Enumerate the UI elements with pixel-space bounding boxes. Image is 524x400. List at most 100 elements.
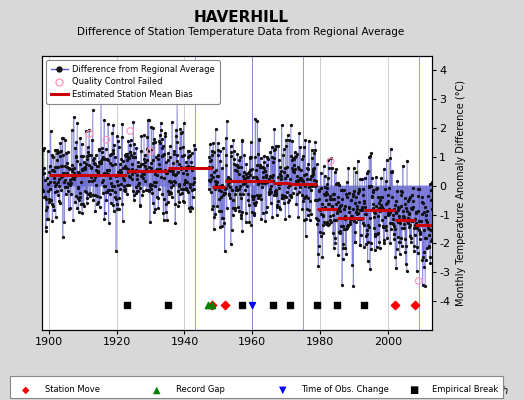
Point <box>376 194 385 200</box>
Point <box>311 197 319 204</box>
Point <box>69 217 77 224</box>
Point <box>205 164 213 170</box>
Point <box>115 195 124 201</box>
Point <box>97 149 106 156</box>
Point <box>387 146 395 152</box>
Point <box>371 230 379 237</box>
Point <box>350 188 358 194</box>
Point <box>248 193 256 200</box>
Point <box>60 219 69 225</box>
Point <box>139 188 148 194</box>
Point <box>68 127 76 134</box>
Point <box>45 169 53 176</box>
Point <box>172 152 181 158</box>
Point <box>150 136 158 142</box>
Point <box>317 185 325 191</box>
Point <box>259 164 268 170</box>
Point <box>263 153 271 160</box>
Point <box>56 140 64 146</box>
Point <box>393 178 401 184</box>
Point <box>53 157 61 164</box>
Point <box>166 188 174 195</box>
Point <box>214 140 222 146</box>
Point <box>386 209 395 216</box>
Point <box>281 165 289 171</box>
Point <box>138 169 147 175</box>
Point <box>356 242 364 248</box>
Point <box>383 156 391 163</box>
Point <box>410 224 419 231</box>
Point <box>55 198 63 204</box>
Point <box>188 204 196 211</box>
Point <box>381 186 389 192</box>
Point <box>136 173 145 180</box>
Point <box>78 210 86 216</box>
Point <box>367 174 376 181</box>
Point <box>57 163 66 170</box>
Legend: Difference from Regional Average, Quality Control Failed, Estimated Station Mean: Difference from Regional Average, Qualit… <box>46 60 220 104</box>
Point <box>387 168 396 174</box>
Point <box>316 206 324 212</box>
Point <box>368 194 376 200</box>
Point <box>154 151 162 158</box>
Point <box>260 153 268 159</box>
Point <box>54 183 63 189</box>
Point <box>184 154 192 160</box>
Point <box>399 224 408 231</box>
Point <box>339 245 347 251</box>
Point <box>121 186 129 192</box>
Point <box>301 194 309 201</box>
Point <box>370 210 379 216</box>
Point <box>254 180 262 187</box>
Point <box>224 179 232 185</box>
Point <box>136 202 144 209</box>
Point <box>273 202 281 208</box>
Point <box>292 190 301 197</box>
Point <box>247 222 255 228</box>
Point <box>296 184 304 190</box>
Point <box>165 167 173 173</box>
Point <box>359 186 367 192</box>
Point <box>142 186 150 193</box>
Point <box>45 199 53 205</box>
Point <box>74 185 82 192</box>
Point <box>46 163 54 169</box>
Point <box>215 208 223 214</box>
Point <box>400 221 409 227</box>
Point <box>108 202 117 208</box>
Point <box>177 166 185 172</box>
Point <box>114 138 123 144</box>
Point <box>177 186 185 192</box>
Point <box>294 213 302 220</box>
Point <box>236 191 244 197</box>
Point <box>411 209 420 215</box>
Point <box>209 140 217 146</box>
Point <box>154 204 162 211</box>
Point <box>57 173 65 180</box>
Point <box>165 178 173 184</box>
Point <box>147 124 156 130</box>
Point <box>353 206 362 212</box>
Point <box>381 178 390 184</box>
Point <box>51 182 59 189</box>
Point <box>284 198 292 205</box>
Point <box>310 176 318 183</box>
Point <box>368 193 377 200</box>
Point <box>337 196 346 202</box>
Point <box>112 173 120 180</box>
Point <box>89 157 97 163</box>
Point <box>315 228 324 235</box>
Point <box>378 206 387 212</box>
Point <box>234 164 242 170</box>
Point <box>46 186 54 192</box>
Point <box>276 171 285 177</box>
Point <box>187 164 195 170</box>
Point <box>286 176 294 182</box>
Point <box>238 138 247 144</box>
Point <box>74 208 83 215</box>
Point <box>213 173 221 179</box>
Point <box>271 192 280 198</box>
Point <box>44 181 52 187</box>
Point <box>394 204 402 210</box>
Point <box>377 204 386 210</box>
